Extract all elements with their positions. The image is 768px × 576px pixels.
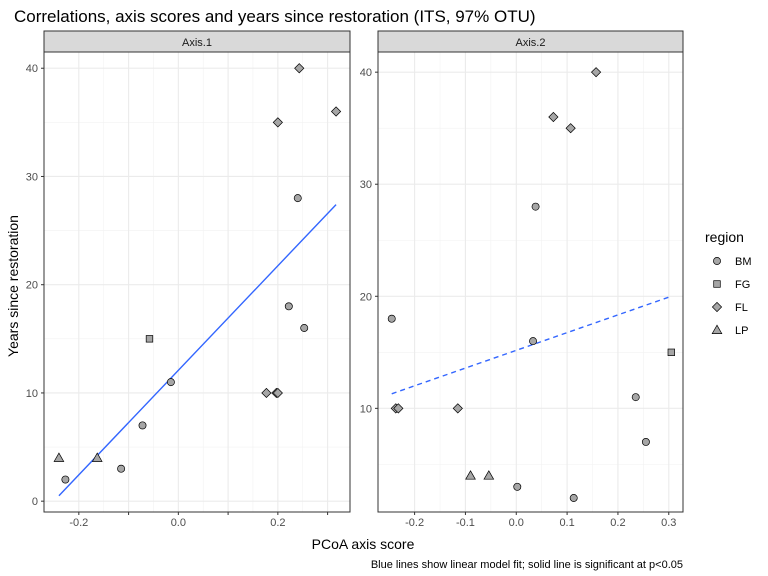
legend: region BM FG FL LP bbox=[705, 229, 752, 337]
x-tick-label: 0.0 bbox=[171, 517, 186, 529]
point-bm bbox=[117, 464, 126, 473]
caption: Blue lines show linear model fit; solid … bbox=[371, 559, 683, 571]
point-fl bbox=[294, 63, 305, 74]
chart-title: Correlations, axis scores and years sinc… bbox=[14, 7, 536, 26]
y-tick-label: 40 bbox=[26, 63, 38, 75]
point-bm bbox=[300, 324, 309, 332]
point-bm bbox=[569, 494, 578, 502]
point-bm bbox=[387, 314, 396, 323]
legend-title: region bbox=[705, 229, 744, 245]
point-fl bbox=[272, 387, 283, 399]
x-axis-label: PCoA axis score bbox=[312, 536, 415, 552]
legend-label: FL bbox=[735, 302, 748, 314]
point-bm bbox=[61, 475, 70, 484]
x-tick-label: -0.2 bbox=[69, 517, 88, 529]
x-tick-label: 0.3 bbox=[661, 517, 676, 529]
gridlines bbox=[44, 52, 350, 512]
panel-2: Axis.2 -0.2 -0.1 0.0 0.1 0.2 0.3 10 20 30 40 bbox=[360, 30, 684, 529]
point-fl bbox=[548, 111, 559, 123]
legend-key-circle bbox=[713, 257, 721, 265]
point-lp bbox=[53, 452, 65, 462]
point-fl bbox=[330, 106, 342, 117]
legend-key-diamond bbox=[711, 301, 723, 313]
point-lp bbox=[91, 452, 103, 462]
x-tick-label: 0.2 bbox=[610, 517, 625, 529]
point-fg bbox=[667, 348, 675, 356]
point-fl bbox=[452, 403, 463, 414]
y-tick-label: 20 bbox=[360, 291, 372, 303]
point-bm bbox=[293, 194, 302, 203]
legend-key-triangle bbox=[711, 324, 723, 334]
legend-label: LP bbox=[735, 325, 748, 337]
point-bm bbox=[531, 202, 540, 211]
y-tick-label: 10 bbox=[360, 403, 372, 415]
y-tick-label: 30 bbox=[26, 171, 38, 183]
gridlines bbox=[378, 52, 683, 512]
y-tick-label: 10 bbox=[26, 388, 38, 400]
legend-label: FG bbox=[735, 279, 750, 291]
legend-item-fl: FL bbox=[711, 301, 748, 314]
facet-strip-label: Axis.1 bbox=[182, 37, 212, 49]
point-fl bbox=[393, 403, 404, 414]
panel-border bbox=[43, 51, 351, 513]
fit-line bbox=[58, 204, 337, 497]
point-lp bbox=[483, 470, 495, 480]
panel-1: Axis.1 -0.2 0.0 0.2 0 10 20 30 40 bbox=[26, 30, 351, 529]
x-tick-label: 0.1 bbox=[559, 517, 574, 529]
panel-border bbox=[377, 51, 684, 513]
facet-strip-label: Axis.2 bbox=[516, 37, 546, 49]
point-fl bbox=[272, 117, 283, 128]
points bbox=[53, 63, 342, 484]
points bbox=[387, 67, 675, 502]
point-bm bbox=[138, 421, 147, 430]
y-tick-label: 30 bbox=[360, 179, 372, 191]
x-tick-label: 0.2 bbox=[270, 517, 285, 529]
y-axis-label: Years since restoration bbox=[5, 215, 21, 357]
point-fl bbox=[261, 387, 272, 399]
point-bm bbox=[284, 302, 293, 311]
point-lp bbox=[465, 470, 476, 480]
legend-item-lp: LP bbox=[711, 324, 748, 337]
y-tick-label: 0 bbox=[32, 496, 38, 508]
fit-line bbox=[391, 295, 672, 395]
x-tick-label: 0.0 bbox=[509, 517, 524, 529]
panels: Axis.1 -0.2 0.0 0.2 0 10 20 30 40 Axis.2 -0.2 -0.1 0… bbox=[26, 30, 684, 529]
legend-label: BM bbox=[735, 256, 752, 268]
point-bm bbox=[529, 337, 537, 346]
point-bm bbox=[513, 482, 522, 491]
legend-item-fg: FG bbox=[713, 279, 750, 291]
legend-key-square bbox=[713, 280, 721, 288]
y-tick-label: 40 bbox=[360, 67, 372, 79]
point-bm bbox=[641, 438, 650, 446]
x-tick-label: -0.2 bbox=[405, 517, 424, 529]
point-fl bbox=[590, 67, 602, 78]
x-tick-label: -0.1 bbox=[456, 517, 475, 529]
legend-item-bm: BM bbox=[713, 256, 752, 268]
point-bm bbox=[631, 393, 640, 402]
point-fg bbox=[145, 335, 154, 343]
point-bm bbox=[166, 378, 175, 387]
y-tick-label: 20 bbox=[26, 280, 38, 292]
point-fl bbox=[565, 123, 576, 134]
